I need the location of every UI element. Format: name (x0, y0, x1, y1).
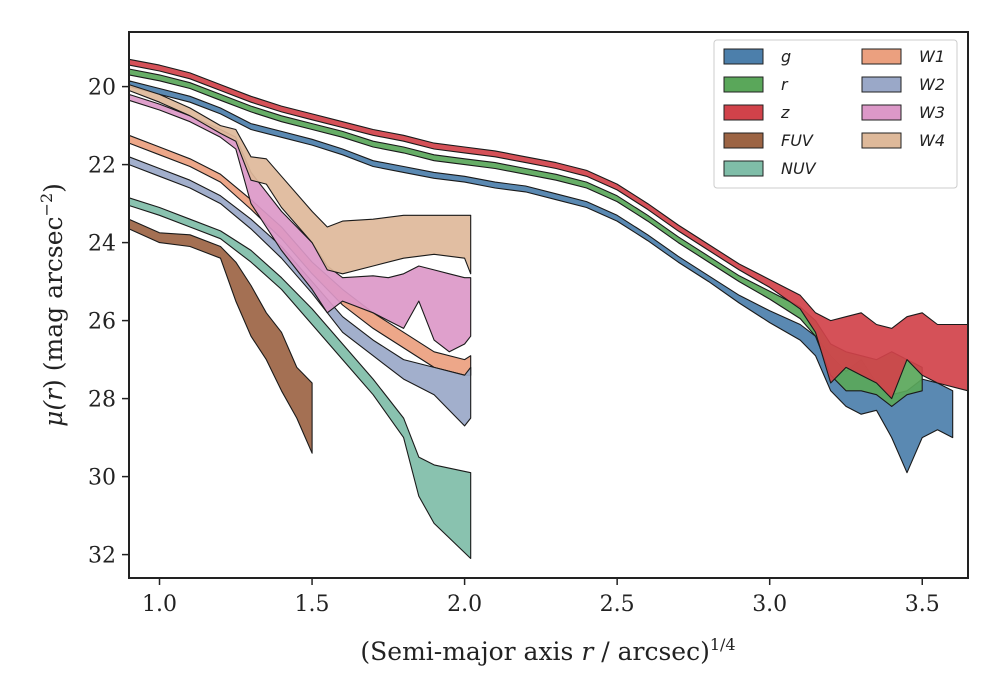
band-r (128, 68, 923, 407)
legend-item-fuv: FUV (723, 131, 814, 150)
band-w4 (128, 84, 472, 275)
x-tick-label: 1.5 (295, 592, 330, 617)
legend-swatch (861, 48, 902, 65)
x-tick-label: 3.0 (752, 592, 787, 617)
y-tick-label: 20 (88, 76, 116, 101)
legend-item-w2: W2 (861, 75, 945, 94)
legend-label: W1 (919, 47, 945, 66)
legend-item-nuv: NUV (723, 159, 817, 178)
legend-label: NUV (781, 159, 817, 178)
x-axis-label: (Semi-major axis r / arcsec)1/4 (360, 635, 735, 666)
x-tick-label: 1.0 (142, 592, 177, 617)
legend-swatch (861, 104, 902, 121)
y-tick-label: 28 (88, 388, 116, 413)
legend-label: g (781, 47, 791, 66)
y-tick-label: 24 (88, 232, 116, 257)
legend-swatch (861, 132, 902, 149)
legend-label: r (781, 75, 789, 94)
legend-label: W3 (919, 103, 945, 122)
series-bands (128, 58, 969, 560)
x-tick-label: 3.5 (905, 592, 940, 617)
legend-label: FUV (781, 131, 814, 150)
legend-swatch (861, 76, 902, 93)
y-tick-label: 26 (88, 310, 116, 335)
legend: grz FUV NUV W1 W2 W3 W4 (713, 39, 958, 189)
legend-label: W4 (919, 131, 945, 150)
y-axis-label: μ(r) (mag arcsec−2) (37, 183, 68, 427)
band-fuv (128, 218, 313, 454)
legend-label: W2 (919, 75, 945, 94)
legend-item-w4: W4 (861, 131, 945, 150)
plot-frame (128, 31, 969, 579)
legend-item-g: g (723, 47, 791, 66)
legend-label: z (780, 103, 790, 122)
legend-swatch (723, 132, 764, 149)
legend-item-w3: W3 (861, 103, 945, 122)
legend-swatch (723, 76, 764, 93)
legend-item-z: z (723, 103, 790, 122)
y-tick-label: 22 (88, 154, 116, 179)
x-tick-label: 2.5 (600, 592, 635, 617)
legend-item-w1: W1 (861, 47, 945, 66)
legend-swatch (723, 48, 764, 65)
band-w3 (128, 93, 472, 353)
band-g (128, 80, 954, 474)
legend-swatch (723, 104, 764, 121)
axis-ticks: 1.0 1.5 2.0 2.5 3.0 3.5 20 22 24 26 28 30 32 (88, 76, 940, 617)
x-tick-label: 2.0 (447, 592, 482, 617)
y-tick-label: 32 (88, 544, 116, 569)
y-tick-label: 30 (88, 466, 116, 491)
legend-swatch (723, 160, 764, 177)
legend-items: grz FUV NUV W1 W2 W3 W4 (723, 47, 945, 178)
band-nuv (128, 197, 472, 560)
legend-item-r: r (723, 75, 789, 94)
band-w2 (128, 156, 472, 427)
